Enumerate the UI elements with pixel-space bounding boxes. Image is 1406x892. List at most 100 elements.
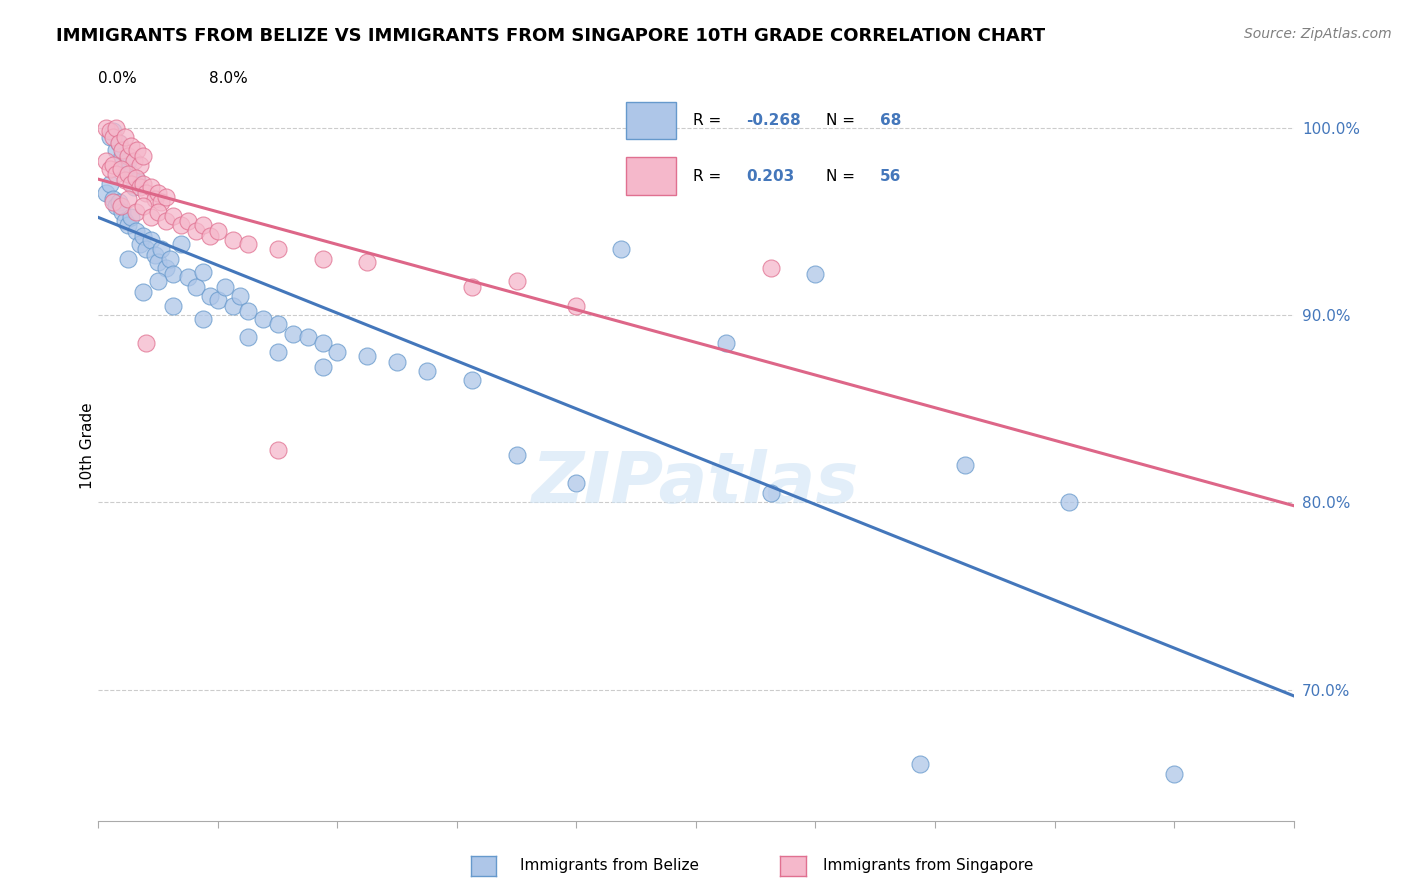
Text: Immigrants from Belize: Immigrants from Belize [520,858,699,872]
Point [129,236,152,251]
Point [139,180,162,194]
Point [129,180,152,194]
Point [98,124,122,138]
Point [127,143,149,157]
Text: Immigrants from Singapore: Immigrants from Singapore [823,858,1033,872]
Text: IMMIGRANTS FROM BELIZE VS IMMIGRANTS FROM SINGAPORE 10TH GRADE CORRELATION CHART: IMMIGRANTS FROM BELIZE VS IMMIGRANTS FRO… [56,27,1046,45]
Point [162,299,184,313]
Point [207,293,229,307]
Point [191,311,214,326]
Point [1163,767,1185,781]
Point [103,195,125,210]
Text: Source: ZipAtlas.com: Source: ZipAtlas.com [1244,27,1392,41]
Point [125,205,148,219]
Point [132,229,155,244]
Point [908,757,931,772]
Point [155,214,177,228]
Point [184,224,207,238]
Point [117,252,139,266]
Point [103,124,125,138]
Point [117,218,139,232]
Point [155,190,177,204]
Point [148,274,170,288]
Point [125,224,148,238]
Text: 0.0%: 0.0% [98,71,138,87]
Point [94,120,117,135]
Point [108,136,131,150]
Point [105,143,128,157]
Point [129,158,152,172]
Point [132,199,155,213]
Point [110,161,132,176]
Point [114,173,136,187]
Point [169,236,191,251]
Point [127,173,149,187]
Point [132,285,155,300]
Point [565,299,588,313]
Point [311,336,333,351]
Point [139,211,162,225]
Point [207,224,229,238]
Point [150,195,173,210]
Point [385,355,409,369]
Point [148,255,170,269]
Point [159,252,181,266]
Point [135,186,157,201]
Point [953,458,976,472]
Point [105,199,128,213]
Point [311,360,333,375]
Point [117,149,139,163]
Point [236,330,259,344]
Point [229,289,252,303]
Point [117,154,139,169]
Text: ZIPatlas: ZIPatlas [533,449,859,518]
Point [200,289,222,303]
Point [103,130,125,145]
Point [114,130,136,145]
Point [124,154,146,169]
Point [124,180,146,194]
Point [356,255,378,269]
Point [105,168,128,182]
Point [267,442,290,457]
Point [114,161,136,176]
Point [120,168,142,182]
Point [222,299,245,313]
Point [120,211,142,225]
Point [184,280,207,294]
Point [281,326,304,341]
Point [117,168,139,182]
Point [135,243,157,257]
Point [132,149,155,163]
Point [356,349,378,363]
Point [110,199,132,213]
Point [94,154,117,169]
Point [108,195,131,210]
Point [222,233,245,247]
Point [236,304,259,318]
Point [148,205,170,219]
Point [177,214,200,228]
Point [416,364,439,378]
Point [200,229,222,244]
Point [311,252,333,266]
Point [103,192,125,206]
Point [120,177,142,191]
Point [111,205,134,219]
Point [326,345,349,359]
Point [114,214,136,228]
Point [169,218,191,232]
Point [191,218,214,232]
Point [214,280,236,294]
Point [139,233,162,247]
Point [105,120,128,135]
Point [162,209,184,223]
Point [111,143,134,157]
Point [461,374,484,388]
Point [155,261,177,276]
Point [191,265,214,279]
Point [143,248,166,262]
Point [506,449,529,463]
Point [236,236,259,251]
Point [125,171,148,186]
